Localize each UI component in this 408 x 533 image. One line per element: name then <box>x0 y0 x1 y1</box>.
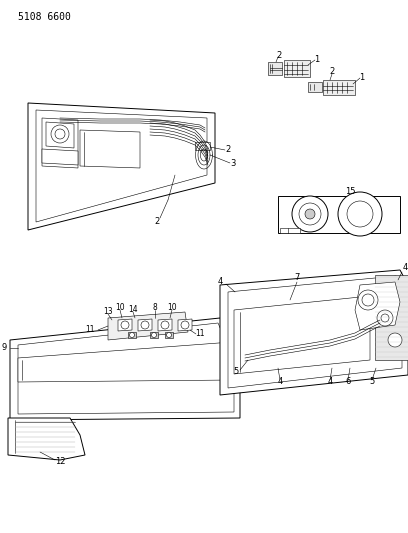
Text: 7: 7 <box>294 273 300 282</box>
Circle shape <box>305 209 315 219</box>
Text: 5: 5 <box>233 367 239 376</box>
Circle shape <box>161 321 169 329</box>
Circle shape <box>141 321 149 329</box>
Text: 4: 4 <box>403 263 408 272</box>
Text: 12: 12 <box>55 457 65 466</box>
Polygon shape <box>355 282 400 330</box>
Text: 6: 6 <box>345 377 351 386</box>
Circle shape <box>377 310 393 326</box>
Polygon shape <box>10 318 240 420</box>
Polygon shape <box>323 80 355 95</box>
Polygon shape <box>280 228 300 233</box>
Polygon shape <box>46 122 74 148</box>
Polygon shape <box>8 418 85 460</box>
Polygon shape <box>228 276 402 388</box>
Circle shape <box>299 203 321 225</box>
Circle shape <box>362 294 374 306</box>
Text: 5108 6600: 5108 6600 <box>18 12 71 22</box>
Text: 4: 4 <box>327 377 333 386</box>
Polygon shape <box>284 60 310 77</box>
Circle shape <box>292 196 328 232</box>
Text: 8: 8 <box>153 303 157 312</box>
Polygon shape <box>150 332 158 338</box>
Text: 3: 3 <box>230 159 236 168</box>
Circle shape <box>358 290 378 310</box>
Text: 4: 4 <box>277 377 283 386</box>
Polygon shape <box>138 319 152 331</box>
Polygon shape <box>18 342 232 382</box>
Text: 1: 1 <box>315 54 319 63</box>
Polygon shape <box>42 118 78 168</box>
Polygon shape <box>158 319 172 331</box>
Polygon shape <box>42 149 78 165</box>
Text: 2: 2 <box>276 51 282 60</box>
Text: 14: 14 <box>128 305 138 314</box>
Circle shape <box>55 129 65 139</box>
Polygon shape <box>165 332 173 338</box>
Polygon shape <box>308 82 322 92</box>
Text: 4: 4 <box>217 278 223 287</box>
Circle shape <box>388 333 402 347</box>
Text: 13: 13 <box>103 308 113 317</box>
Polygon shape <box>118 319 132 331</box>
Text: 2: 2 <box>225 146 231 155</box>
Text: 5: 5 <box>369 377 375 386</box>
Polygon shape <box>220 270 408 395</box>
Polygon shape <box>234 296 370 374</box>
Polygon shape <box>128 332 136 338</box>
Circle shape <box>181 321 189 329</box>
Polygon shape <box>18 323 234 414</box>
Text: 9: 9 <box>1 343 7 352</box>
Circle shape <box>51 125 69 143</box>
Circle shape <box>166 333 171 337</box>
Circle shape <box>347 201 373 227</box>
Polygon shape <box>178 319 192 331</box>
Text: 2: 2 <box>329 68 335 77</box>
Polygon shape <box>108 312 188 340</box>
Text: 10: 10 <box>115 303 125 312</box>
Polygon shape <box>268 62 282 75</box>
Text: 11: 11 <box>195 329 205 338</box>
Polygon shape <box>375 275 408 360</box>
Circle shape <box>121 321 129 329</box>
Circle shape <box>151 333 157 337</box>
Polygon shape <box>278 196 400 233</box>
Circle shape <box>381 314 389 322</box>
Polygon shape <box>28 103 215 230</box>
Text: 10: 10 <box>167 303 177 312</box>
Text: 11: 11 <box>85 326 95 335</box>
Circle shape <box>129 333 135 337</box>
Polygon shape <box>36 110 207 222</box>
Polygon shape <box>80 130 140 168</box>
Text: 1: 1 <box>359 72 365 82</box>
Polygon shape <box>195 142 210 150</box>
Text: 2: 2 <box>154 216 160 225</box>
Text: 15: 15 <box>345 187 355 196</box>
Circle shape <box>338 192 382 236</box>
